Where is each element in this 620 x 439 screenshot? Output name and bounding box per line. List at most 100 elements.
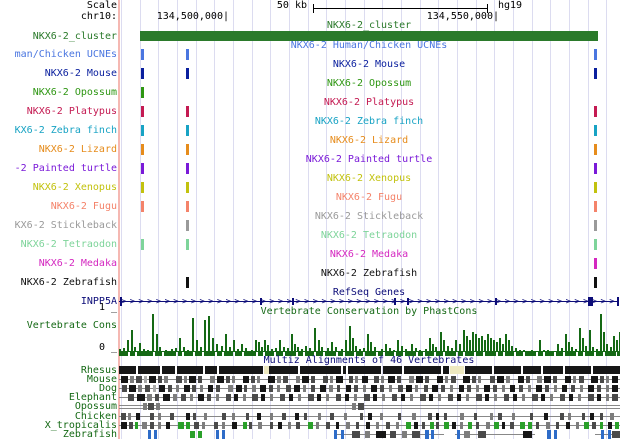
ucne-element[interactable] — [186, 163, 189, 174]
track-left-label[interactable]: NKX6-2 Mouse — [44, 68, 117, 79]
ucne-element[interactable] — [141, 49, 144, 60]
track-mouse[interactable]: NKX6-2 Mouse NKX6-2 Mouse — [0, 60, 620, 79]
ucne-element[interactable] — [141, 106, 144, 117]
cluster-bar[interactable] — [140, 31, 598, 41]
gene-exon[interactable] — [588, 297, 593, 306]
multiz-row-chicken[interactable]: Chicken — [0, 411, 620, 422]
track-center-label[interactable]: NKX6-2 Opossum — [326, 78, 412, 89]
gene-exon[interactable] — [292, 298, 294, 305]
multiz-row-label[interactable]: Elephant — [68, 392, 117, 403]
multiz-row-label[interactable]: Rhesus — [80, 365, 117, 376]
gene-exon[interactable] — [120, 297, 122, 306]
ucne-element[interactable] — [141, 144, 144, 155]
ucne-element[interactable] — [594, 49, 597, 60]
ucne-element[interactable] — [594, 106, 597, 117]
multiz-title[interactable]: Multiz Alignments of 46 Vertebrates — [263, 355, 475, 366]
multiz-row-label[interactable]: Chicken — [74, 411, 117, 422]
ucne-element[interactable] — [141, 163, 144, 174]
ucne-element[interactable] — [594, 277, 597, 288]
ucne-element[interactable] — [141, 87, 144, 98]
multiz-row-label[interactable]: Zebrafish — [62, 429, 117, 439]
refseq-gene-label[interactable]: INPP5A — [80, 296, 117, 307]
track-center-label[interactable]: NKX6-2 Fugu — [335, 192, 403, 203]
ucne-element[interactable] — [186, 220, 189, 231]
ucne-element[interactable] — [141, 182, 144, 193]
ucne-element[interactable] — [186, 182, 189, 193]
gene-exon[interactable] — [260, 298, 262, 305]
track-zebra-finch[interactable]: NKX6-2 Zebra finch KX6-2 Zebra finch — [0, 117, 620, 136]
ucne-element[interactable] — [594, 144, 597, 155]
track-left-label[interactable]: KX6-2 Zebra finch — [14, 125, 117, 136]
ucne-element[interactable] — [594, 220, 597, 231]
multiz-row-rhesus[interactable]: Rhesus — [0, 365, 620, 376]
track-left-label[interactable]: man/Chicken UCNEs — [14, 49, 117, 60]
ucne-element[interactable] — [594, 239, 597, 250]
ucne-element[interactable] — [594, 163, 597, 174]
ucne-element[interactable] — [186, 49, 189, 60]
cluster-left-label[interactable]: NKX6-2_cluster — [32, 31, 117, 42]
track-center-label[interactable]: NKX6-2 Mouse — [332, 59, 406, 70]
ucne-element[interactable] — [594, 182, 597, 193]
track-center-label[interactable]: NKX6-2 Zebra finch — [314, 116, 424, 127]
multiz-row-label[interactable]: Opossum — [74, 401, 117, 412]
track-opossum[interactable]: NKX6-2 Opossum NKX6-2 Opossum — [0, 79, 620, 98]
refseq-center-label[interactable]: RefSeq Genes — [332, 287, 406, 298]
track-center-label[interactable]: NKX6-2 Tetraodon — [320, 230, 418, 241]
track-stickleback[interactable]: NKX6-2 Stickleback KX6-2 Stickleback — [0, 212, 620, 231]
track-left-label[interactable]: NKX6-2 Lizard — [38, 144, 117, 155]
track-left-label[interactable]: NKX6-2 Fugu — [50, 201, 117, 212]
gene-exon[interactable] — [617, 297, 619, 306]
gene-exon[interactable] — [495, 298, 497, 305]
track-painted-turtle[interactable]: NKX6-2 Painted turtle -2 Painted turtle — [0, 155, 620, 174]
ucne-element[interactable] — [141, 201, 144, 212]
track-center-label[interactable]: NKX6-2 Lizard — [329, 135, 409, 146]
track-left-label[interactable]: NKX6-2 Tetraodon — [20, 239, 117, 250]
track-center-label[interactable]: NKX6-2 Platypus — [323, 97, 415, 108]
multiz-row-dog[interactable]: Dog — [0, 383, 620, 394]
track-left-label[interactable]: NKX6-2 Zebrafish — [20, 277, 117, 288]
multiz-row-label[interactable]: Dog — [98, 383, 117, 394]
gene-exon[interactable] — [407, 298, 409, 305]
conservation-center-label[interactable]: Vertebrate Conservation by PhastCons — [260, 306, 478, 317]
multiz-row-label[interactable]: Mouse — [86, 374, 117, 385]
conservation-left-label[interactable]: Vertebrate Cons — [26, 320, 117, 331]
track-center-label[interactable]: NKX6-2 Xenopus — [326, 173, 412, 184]
gene-exon[interactable] — [394, 298, 396, 305]
ucne-element[interactable] — [141, 239, 144, 250]
track-center-label[interactable]: NKX6-2 Human/Chicken UCNEs — [290, 40, 448, 51]
multiz-row-zebrafish[interactable]: Zebrafish — [0, 430, 620, 439]
ucne-element[interactable] — [186, 144, 189, 155]
cluster-center-label[interactable]: NKX6-2_cluster — [326, 20, 412, 31]
ucne-element[interactable] — [594, 125, 597, 136]
track-zebrafish[interactable]: NKX6-2 Zebrafish NKX6-2 Zebrafish — [0, 269, 620, 288]
ucne-element[interactable] — [186, 68, 189, 79]
ucne-element[interactable] — [594, 201, 597, 212]
track-center-label[interactable]: NKX6-2 Painted turtle — [305, 154, 433, 165]
track-left-label[interactable]: NKX6-2 Medaka — [38, 258, 117, 269]
track-xenopus[interactable]: NKX6-2 Xenopus NKX6-2 Xenopus — [0, 174, 620, 193]
multiz-row-opossum[interactable]: Opossum — [0, 401, 620, 412]
ucne-element[interactable] — [141, 125, 144, 136]
multiz-row-label[interactable]: X_tropicalis — [44, 420, 117, 431]
ucne-element[interactable] — [186, 125, 189, 136]
track-left-label[interactable]: KX6-2 Stickleback — [14, 220, 117, 231]
multiz-row-mouse[interactable]: Mouse — [0, 374, 620, 385]
ucne-element[interactable] — [186, 201, 189, 212]
ucne-element[interactable] — [186, 106, 189, 117]
ucne-element[interactable] — [594, 258, 597, 269]
track-platypus[interactable]: NKX6-2 Platypus NKX6-2 Platypus — [0, 98, 620, 117]
multiz-row-x-tropicalis[interactable]: X_tropicalis — [0, 420, 620, 431]
track-lizard[interactable]: NKX6-2 Lizard NKX6-2 Lizard — [0, 136, 620, 155]
track-tetraodon[interactable]: NKX6-2 Tetraodon NKX6-2 Tetraodon — [0, 231, 620, 250]
track-left-label[interactable]: NKX6-2 Platypus — [26, 106, 117, 117]
track-center-label[interactable]: NKX6-2 Zebrafish — [320, 268, 418, 279]
track-medaka[interactable]: NKX6-2 Medaka NKX6-2 Medaka — [0, 250, 620, 269]
ucne-element[interactable] — [594, 68, 597, 79]
track-left-label[interactable]: NKX6-2 Opossum — [32, 87, 117, 98]
ucne-element[interactable] — [141, 68, 144, 79]
track-center-label[interactable]: NKX6-2 Stickleback — [314, 211, 424, 222]
ucne-element[interactable] — [186, 239, 189, 250]
track-human-chicken-ucnes[interactable]: NKX6-2 Human/Chicken UCNEs man/Chicken UC… — [0, 41, 620, 60]
track-center-label[interactable]: NKX6-2 Medaka — [329, 249, 409, 260]
track-fugu[interactable]: NKX6-2 Fugu NKX6-2 Fugu — [0, 193, 620, 212]
